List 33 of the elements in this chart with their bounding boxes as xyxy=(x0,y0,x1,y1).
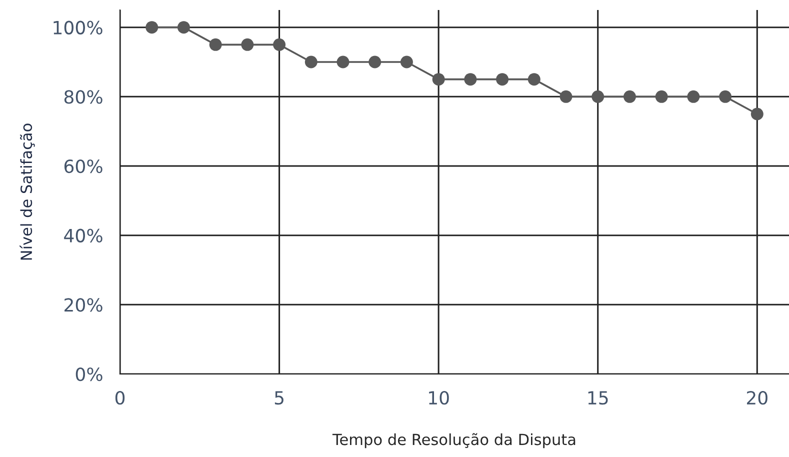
point xyxy=(560,90,572,103)
x-tick-label: 10 xyxy=(429,390,449,405)
point xyxy=(592,90,604,103)
y-tick-label: 100% xyxy=(54,20,102,34)
point xyxy=(400,56,413,68)
point xyxy=(750,108,764,120)
y-tick-label: 80% xyxy=(64,90,102,104)
point xyxy=(336,56,350,68)
point xyxy=(177,21,190,34)
y-tick-label: 40% xyxy=(64,228,102,242)
point xyxy=(528,73,540,86)
x-tick-label: 5 xyxy=(274,391,284,405)
point xyxy=(146,21,158,34)
y-tick-label: 0% xyxy=(76,367,102,382)
y-tick-label: 20% xyxy=(64,298,102,312)
point xyxy=(368,56,382,68)
point xyxy=(719,90,732,103)
y-axis-title: Nível de Satifação xyxy=(20,124,35,260)
point xyxy=(464,73,477,86)
point xyxy=(496,73,509,86)
x-axis-title: Tempo de Resolução da Disputa xyxy=(332,433,576,448)
point xyxy=(273,38,286,51)
x-tick-label: 20 xyxy=(746,390,768,405)
point xyxy=(623,90,636,103)
point xyxy=(241,38,254,51)
point xyxy=(432,73,445,86)
point xyxy=(687,90,700,103)
x-tick-label: 0 xyxy=(115,390,125,405)
point xyxy=(209,38,222,51)
y-tick-label: 60% xyxy=(64,159,102,174)
point xyxy=(655,90,668,103)
x-tick-label: 15 xyxy=(588,391,608,405)
point xyxy=(304,56,318,68)
